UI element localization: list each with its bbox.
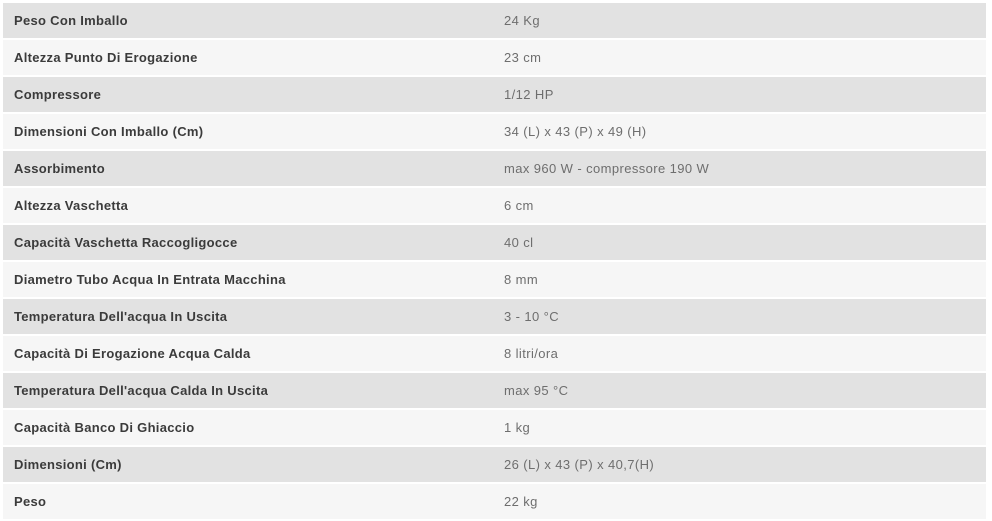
spec-label: Capacità Vaschetta Raccogligocce (14, 235, 238, 250)
spec-row: Dimensioni Con Imballo (Cm) 34 (L) x 43 … (3, 114, 986, 149)
spec-row: Dimensioni (Cm) 26 (L) x 43 (P) x 40,7(H… (3, 447, 986, 482)
spec-row: Temperatura Dell'acqua Calda In Uscita m… (3, 373, 986, 408)
spec-value: 8 litri/ora (504, 346, 559, 361)
spec-label: Altezza Punto Di Erogazione (14, 50, 198, 65)
spec-label: Temperatura Dell'acqua Calda In Uscita (14, 383, 269, 398)
specifications-table: Peso Con Imballo 24 Kg Altezza Punto Di … (3, 3, 986, 521)
spec-value: 8 mm (504, 272, 539, 287)
spec-row: Capacità Vaschetta Raccogligocce 40 cl (3, 225, 986, 260)
spec-label: Dimensioni Con Imballo (Cm) (14, 124, 204, 139)
spec-value: 6 cm (504, 198, 534, 213)
spec-label: Temperatura Dell'acqua In Uscita (14, 309, 228, 324)
spec-row: Peso 22 kg (3, 484, 986, 519)
spec-value: 1 kg (504, 420, 531, 435)
spec-label: Capacità Banco Di Ghiaccio (14, 420, 195, 435)
spec-value: 26 (L) x 43 (P) x 40,7(H) (504, 457, 655, 472)
spec-label: Diametro Tubo Acqua In Entrata Macchina (14, 272, 286, 287)
spec-label: Compressore (14, 87, 102, 102)
spec-row: Diametro Tubo Acqua In Entrata Macchina … (3, 262, 986, 297)
spec-row: Capacità Banco Di Ghiaccio 1 kg (3, 410, 986, 445)
spec-value: 22 kg (504, 494, 538, 509)
spec-value: 24 Kg (504, 13, 540, 28)
spec-row: Compressore 1/12 HP (3, 77, 986, 112)
spec-row: Assorbimento max 960 W - compressore 190… (3, 151, 986, 186)
spec-value: 40 cl (504, 235, 534, 250)
spec-value: 34 (L) x 43 (P) x 49 (H) (504, 124, 647, 139)
spec-label: Dimensioni (Cm) (14, 457, 122, 472)
spec-value: 1/12 HP (504, 87, 554, 102)
spec-value: max 95 °C (504, 383, 569, 398)
spec-row: Altezza Punto Di Erogazione 23 cm (3, 40, 986, 75)
spec-row: Peso Con Imballo 24 Kg (3, 3, 986, 38)
spec-label: Peso Con Imballo (14, 13, 128, 28)
spec-value: 23 cm (504, 50, 542, 65)
spec-label: Assorbimento (14, 161, 106, 176)
spec-value: max 960 W - compressore 190 W (504, 161, 710, 176)
spec-label: Altezza Vaschetta (14, 198, 129, 213)
spec-row: Temperatura Dell'acqua In Uscita 3 - 10 … (3, 299, 986, 334)
spec-value: 3 - 10 °C (504, 309, 560, 324)
spec-label: Capacità Di Erogazione Acqua Calda (14, 346, 251, 361)
spec-row: Altezza Vaschetta 6 cm (3, 188, 986, 223)
spec-label: Peso (14, 494, 47, 509)
spec-row: Capacità Di Erogazione Acqua Calda 8 lit… (3, 336, 986, 371)
